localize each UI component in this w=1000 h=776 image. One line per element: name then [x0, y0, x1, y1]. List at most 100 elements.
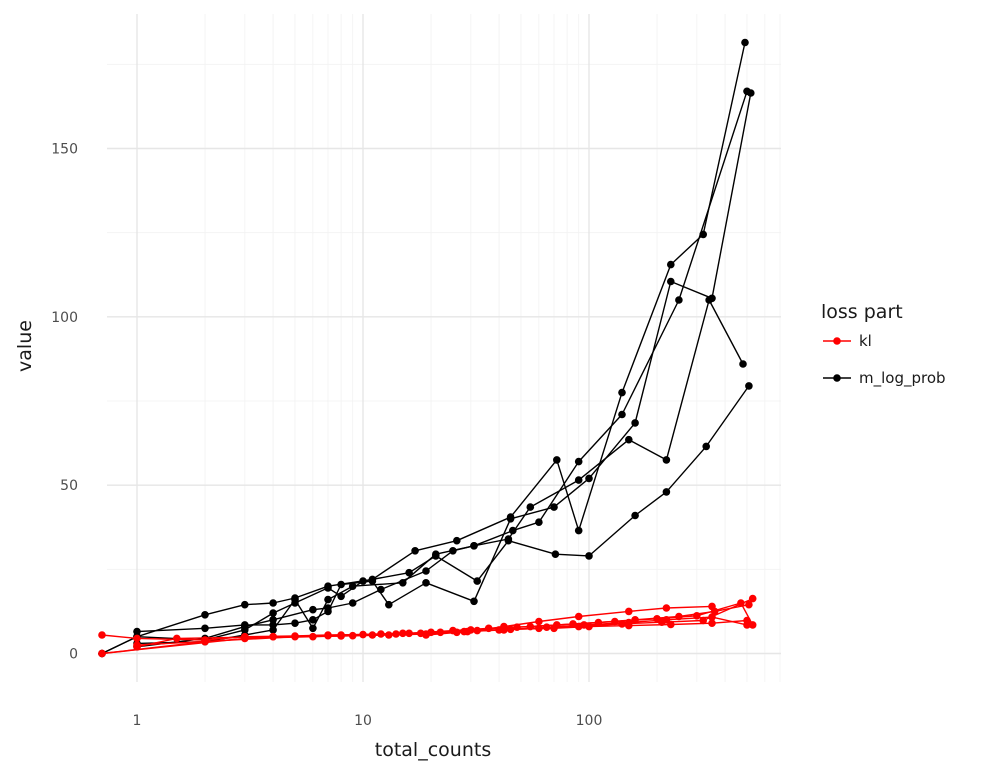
data-point-kl [201, 637, 209, 646]
data-point-kl [553, 621, 561, 629]
data-point-kl [569, 620, 577, 628]
series-layer [98, 38, 757, 658]
data-point-kl [359, 630, 367, 639]
data-point-kl [269, 632, 277, 641]
data-point-kl [653, 615, 661, 623]
data-point-m_log_prob [291, 619, 299, 627]
data-point-m_log_prob [411, 547, 419, 555]
legend-items: kl m_log_prob [823, 332, 946, 388]
data-point-m_log_prob [625, 435, 633, 444]
legend-label: kl [859, 332, 872, 350]
data-point-m_log_prob [269, 626, 277, 634]
data-point-kl [463, 627, 472, 636]
data-point-m_log_prob [337, 580, 345, 589]
data-point-m_log_prob [574, 457, 583, 466]
data-point-kl [748, 594, 757, 603]
data-point-m_log_prob [291, 599, 299, 607]
data-point-m_log_prob [368, 577, 377, 585]
data-point-m_log_prob [585, 552, 593, 560]
data-point-m_log_prob [667, 260, 675, 269]
data-point-kl [574, 612, 583, 621]
data-point-m_log_prob [470, 597, 478, 606]
data-point-m_log_prob [385, 600, 393, 609]
data-point-m_log_prob [453, 536, 461, 545]
data-point-m_log_prob [631, 511, 639, 520]
data-point-m_log_prob [422, 579, 430, 587]
legend-label: m_log_prob [859, 369, 946, 388]
data-point-m_log_prob [422, 567, 430, 575]
data-point-kl [399, 629, 407, 638]
legend-key-point [833, 337, 841, 345]
data-point-kl [662, 604, 671, 612]
data-point-m_log_prob [675, 296, 683, 304]
data-point-kl [348, 631, 357, 640]
data-point-kl [611, 617, 619, 626]
data-point-m_log_prob [309, 616, 317, 624]
data-point-m_log_prob [739, 360, 747, 368]
data-point-m_log_prob [702, 442, 710, 451]
data-point-kl [662, 616, 671, 624]
data-point-m_log_prob [470, 542, 478, 550]
data-point-kl [526, 622, 535, 631]
data-point-kl [535, 617, 543, 626]
data-point-kl [337, 632, 345, 640]
data-point-m_log_prob [449, 547, 457, 555]
y-tick-label: 150 [51, 142, 78, 158]
series-line-m_log_prob [136, 299, 744, 648]
data-point-kl [392, 630, 400, 638]
data-point-m_log_prob [504, 536, 513, 545]
data-point-m_log_prob [551, 550, 560, 558]
data-point-m_log_prob [324, 595, 332, 604]
data-point-kl [708, 619, 716, 627]
data-point-m_log_prob [201, 611, 209, 619]
legend-item-m_log_prob: m_log_prob [823, 369, 946, 388]
data-point-kl [693, 612, 701, 620]
data-point-m_log_prob [509, 526, 517, 535]
data-point-m_log_prob [348, 599, 357, 607]
legend-item-kl: kl [823, 332, 872, 350]
data-point-m_log_prob [708, 294, 716, 303]
data-point-kl [675, 612, 683, 621]
data-point-kl [98, 631, 106, 639]
data-point-kl [133, 641, 141, 649]
data-point-kl [618, 620, 626, 628]
data-point-m_log_prob [348, 582, 357, 590]
data-point-kl [368, 631, 377, 639]
data-point-kl [422, 631, 430, 639]
data-point-kl [473, 626, 482, 635]
data-point-m_log_prob [631, 419, 639, 427]
y-tick-label: 100 [51, 310, 78, 326]
data-point-kl [699, 616, 707, 625]
data-point-kl [309, 632, 317, 641]
data-point-m_log_prob [526, 503, 535, 511]
data-point-m_log_prob [574, 476, 583, 484]
data-point-m_log_prob [662, 456, 671, 464]
data-point-m_log_prob [269, 599, 277, 607]
axis-ticks: 1 10 100 0 50 100 150 [51, 142, 602, 730]
data-point-m_log_prob [743, 87, 751, 96]
data-point-kl [745, 600, 753, 609]
data-point-kl [173, 634, 181, 643]
data-point-m_log_prob [506, 515, 515, 523]
data-point-m_log_prob [309, 605, 317, 614]
x-tick-label: 100 [576, 713, 603, 729]
data-point-m_log_prob [359, 577, 367, 585]
data-point-m_log_prob [324, 607, 332, 616]
data-point-kl [98, 649, 106, 658]
data-point-kl [291, 632, 299, 641]
legend-title: loss part [821, 301, 903, 323]
data-point-kl [631, 616, 639, 624]
data-point-m_log_prob [741, 38, 749, 47]
legend: loss part kl m_log_prob [821, 301, 946, 388]
data-point-kl [542, 623, 551, 631]
data-point-m_log_prob [241, 600, 249, 609]
data-point-kl [506, 625, 515, 634]
data-point-kl [500, 622, 508, 631]
data-point-m_log_prob [699, 230, 707, 239]
data-point-m_log_prob [377, 585, 385, 594]
data-point-m_log_prob [618, 410, 626, 419]
data-point-kl [708, 613, 716, 621]
x-tick-label: 10 [354, 713, 372, 729]
